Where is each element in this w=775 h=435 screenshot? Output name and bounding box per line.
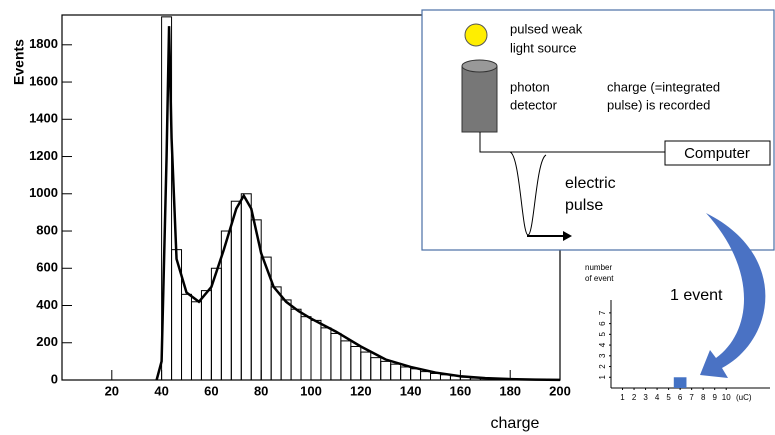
inset-x-tick-label: 7 xyxy=(689,393,694,402)
inset-y-tick-label: 5 xyxy=(598,332,607,337)
histogram-bin xyxy=(270,286,282,381)
histogram-bin xyxy=(410,368,422,381)
x-tick-label: 160 xyxy=(450,383,472,398)
note-label: charge (=integrated xyxy=(607,79,720,94)
inset-y-tick-label: 2 xyxy=(598,364,607,369)
histogram-bin xyxy=(200,290,212,381)
inset-x-tick-label: 4 xyxy=(655,393,660,402)
histogram-bin xyxy=(430,372,441,381)
cable xyxy=(479,132,665,153)
histogram-bin xyxy=(370,357,382,381)
histogram-bin xyxy=(280,299,292,381)
inset-y-tick-label: 1 xyxy=(598,374,607,379)
inset-y-tick-label: 4 xyxy=(598,342,607,347)
inset-x-unit: (uC) xyxy=(736,393,752,402)
histogram-bin xyxy=(290,308,302,381)
inset-y-tick-label: 6 xyxy=(598,321,607,326)
detector-label: detector xyxy=(510,97,558,112)
detector-icon xyxy=(461,65,498,133)
inset-x-tick-label: 2 xyxy=(632,393,637,402)
y-tick-label: 600 xyxy=(36,260,58,275)
x-tick-label: 80 xyxy=(254,383,268,398)
inset-x-tick-label: 10 xyxy=(722,393,731,402)
histogram-bin xyxy=(161,16,173,381)
histogram-bin xyxy=(330,332,342,381)
event-label: 1 event xyxy=(670,287,723,304)
histogram-bin xyxy=(320,327,332,381)
diagram: pulsed weak light source photon detector… xyxy=(421,9,775,251)
inset-y-tick-label: 7 xyxy=(598,310,607,315)
computer-label: Computer xyxy=(684,145,750,162)
inset-y-label: of event xyxy=(585,274,614,283)
histogram-bin xyxy=(340,340,352,381)
detector-top xyxy=(461,59,498,73)
arrow-head xyxy=(563,231,572,241)
note-label: pulse) is recorded xyxy=(607,97,710,112)
histogram-bin xyxy=(420,371,432,381)
y-tick-label: 1800 xyxy=(29,36,58,51)
histogram-bin xyxy=(350,345,362,381)
inset-x-tick-label: 9 xyxy=(712,393,717,402)
y-tick-label: 400 xyxy=(36,297,58,312)
x-axis-label: charge xyxy=(491,415,540,432)
y-tick-label: 1200 xyxy=(29,148,58,163)
inset-x-tick-label: 6 xyxy=(678,393,683,402)
y-tick-label: 200 xyxy=(36,334,58,349)
histogram-plot: 0 200 400 600 800 1000 1200 1400 1600 1800 20 40 60 8… xyxy=(29,14,571,398)
inset-x-tick-label: 1 xyxy=(620,393,625,402)
fit-line xyxy=(155,26,561,382)
y-tick-label: 800 xyxy=(36,222,58,237)
x-tick-label: 140 xyxy=(400,383,422,398)
histogram-bin xyxy=(390,363,402,381)
inset-x-tick-label: 8 xyxy=(701,393,706,402)
y-axis-label: Events xyxy=(11,39,27,85)
light-source-icon xyxy=(464,23,488,47)
x-tick-label: 20 xyxy=(105,383,119,398)
histogram-bin xyxy=(240,193,252,381)
source-label: pulsed weak xyxy=(510,21,583,36)
x-tick-label: 200 xyxy=(549,383,571,398)
pulse-label: pulse xyxy=(565,197,603,214)
histogram-bin xyxy=(190,301,202,381)
histogram-bin xyxy=(310,319,322,381)
inset-y-tick-label: 3 xyxy=(598,353,607,358)
detector-label: photon xyxy=(510,79,550,94)
pulse-label: electric xyxy=(565,175,616,192)
inset-bar xyxy=(673,377,687,388)
inset-x-tick-label: 3 xyxy=(643,393,648,402)
y-tick-label: 1000 xyxy=(29,185,58,200)
histogram-bin xyxy=(380,360,392,381)
x-tick-label: 60 xyxy=(204,383,218,398)
histogram-bin xyxy=(400,366,412,381)
inset-x-tick-label: 5 xyxy=(666,393,671,402)
y-tick-label: 1600 xyxy=(29,73,58,88)
y-tick-label: 0 xyxy=(51,371,58,386)
histogram-bin xyxy=(230,200,242,381)
inset-y-label: number xyxy=(585,263,612,272)
curved-arrow xyxy=(700,213,766,378)
x-tick-label: 100 xyxy=(300,383,322,398)
histogram-bin xyxy=(181,293,192,381)
x-tick-label: 120 xyxy=(350,383,372,398)
histogram-bin xyxy=(360,351,372,381)
y-tick-label: 1400 xyxy=(29,111,58,126)
x-tick-label: 180 xyxy=(499,383,521,398)
x-tick-label: 40 xyxy=(154,383,168,398)
computer-box xyxy=(664,140,771,166)
source-label: light source xyxy=(510,40,576,55)
histogram-bin xyxy=(300,316,312,381)
